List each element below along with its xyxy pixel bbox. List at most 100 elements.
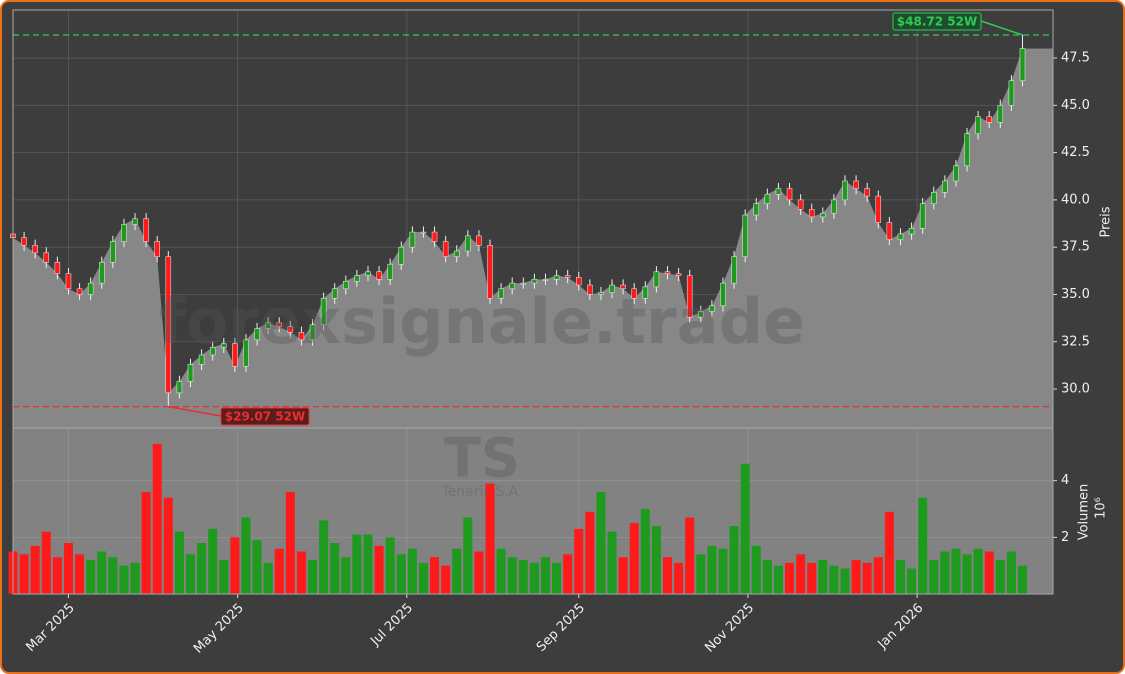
candle-body: [609, 284, 615, 293]
volume-bar: [818, 560, 828, 594]
candle-body: [675, 273, 682, 276]
candle-body: [598, 292, 604, 295]
volume-bar: [518, 560, 528, 594]
volume-bar: [540, 557, 550, 594]
volume-bar: [30, 545, 40, 594]
candle-body: [587, 284, 593, 295]
candle-body: [354, 275, 360, 282]
candle-body: [98, 262, 105, 284]
high_52w-box: [892, 12, 982, 31]
volume-bar: [596, 492, 606, 594]
y-tick-label: 37.5: [1061, 240, 1090, 255]
candle-body: [176, 381, 183, 394]
y-tick-label: 30.0: [1061, 382, 1090, 397]
low_52w-label: $29.07 52W: [225, 410, 305, 424]
volume-bar: [663, 557, 673, 594]
y-tick-label: 47.5: [1061, 51, 1090, 66]
volume-scale: 10⁶: [1094, 497, 1109, 519]
volume-bar: [308, 560, 318, 594]
volume-bar: [607, 531, 617, 594]
volume-bar: [940, 551, 950, 594]
candle-body: [132, 218, 138, 225]
candle-body: [764, 193, 771, 204]
volume-bar: [895, 560, 905, 594]
volume-bar: [785, 562, 795, 594]
candle-body: [820, 212, 826, 218]
price-area: [13, 48, 1023, 428]
candle-body: [409, 231, 416, 248]
candle-body: [431, 231, 438, 242]
candle-body: [198, 354, 205, 365]
candle-body: [797, 199, 804, 210]
candle-body: [753, 203, 760, 216]
volume-bar: [385, 537, 395, 594]
candle-body: [864, 188, 870, 197]
volume-bar: [430, 557, 440, 594]
volume-bar: [485, 483, 495, 594]
last-price-extension: [1022, 48, 1053, 428]
candle-body: [731, 256, 737, 284]
candle-body: [143, 218, 149, 242]
candle-body: [76, 288, 83, 295]
y-tick-label: 40.0: [1061, 192, 1090, 207]
candle-body: [154, 241, 160, 257]
candle-body: [476, 235, 482, 246]
volume-bar: [685, 517, 695, 594]
candle-body: [919, 203, 926, 229]
candle-body: [1008, 80, 1015, 106]
volume-bar: [707, 545, 717, 594]
volume-bar: [729, 526, 739, 594]
candle-body: [886, 222, 893, 240]
volume-bar: [751, 545, 761, 594]
candle-body: [209, 347, 216, 356]
candle-body: [930, 192, 937, 204]
candle-body: [831, 199, 837, 214]
volume-bar: [629, 523, 639, 594]
volume-bar: [174, 531, 184, 594]
volume-bar: [341, 557, 351, 594]
candle-body: [808, 209, 815, 218]
volume-bar: [674, 562, 684, 594]
volume-bar: [696, 554, 706, 594]
volume-bar: [97, 551, 107, 594]
volume-bar: [274, 548, 284, 594]
volume-bar: [185, 554, 195, 594]
volume-bar: [740, 463, 750, 594]
company: Tenaris S.A.: [441, 484, 523, 500]
candle-body: [964, 133, 970, 167]
volume-bar: [197, 543, 207, 594]
candle-body: [165, 256, 172, 394]
candle-body: [309, 324, 316, 341]
volume-bar: [230, 537, 240, 594]
volume-bar: [141, 492, 151, 594]
candle-body: [509, 282, 515, 290]
candle-body: [465, 235, 471, 252]
volume-bar: [718, 548, 728, 594]
volume-bar: [130, 562, 140, 594]
high_52w-arrow: [980, 20, 1023, 36]
y-axis-label: Preis: [1099, 206, 1114, 237]
volume-bar: [995, 560, 1005, 594]
low_52w-box: [220, 407, 310, 426]
volume-bar: [296, 551, 306, 594]
volume-bar: [563, 554, 573, 594]
volume-bar: [463, 517, 473, 594]
volume-bar: [363, 534, 373, 594]
volume-bar: [63, 543, 73, 594]
candle-body: [254, 328, 260, 341]
volume-tick-label: 4: [1061, 473, 1069, 488]
candle-body: [232, 343, 238, 367]
candle-body: [21, 237, 27, 246]
candle-body: [32, 245, 38, 254]
symbol: TS: [444, 427, 520, 490]
volume-bar: [108, 557, 118, 594]
candle-body: [187, 364, 194, 382]
candle-body: [265, 322, 271, 329]
volume-bar: [208, 528, 218, 594]
candle-body: [775, 188, 782, 195]
volume-bar: [496, 548, 506, 594]
candle-body: [564, 275, 571, 278]
volume-bar: [829, 565, 839, 594]
volume-bar: [374, 545, 384, 594]
